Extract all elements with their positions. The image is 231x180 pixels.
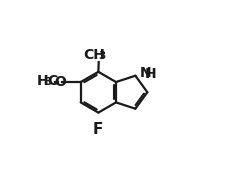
Text: H: H <box>145 67 156 81</box>
Text: 3: 3 <box>98 51 105 61</box>
Text: C: C <box>47 74 58 88</box>
Text: F: F <box>92 122 103 137</box>
Text: O: O <box>54 75 66 89</box>
Text: CH: CH <box>83 48 105 62</box>
Text: H: H <box>36 74 48 88</box>
Text: 3: 3 <box>44 77 51 87</box>
Text: N: N <box>139 66 151 80</box>
